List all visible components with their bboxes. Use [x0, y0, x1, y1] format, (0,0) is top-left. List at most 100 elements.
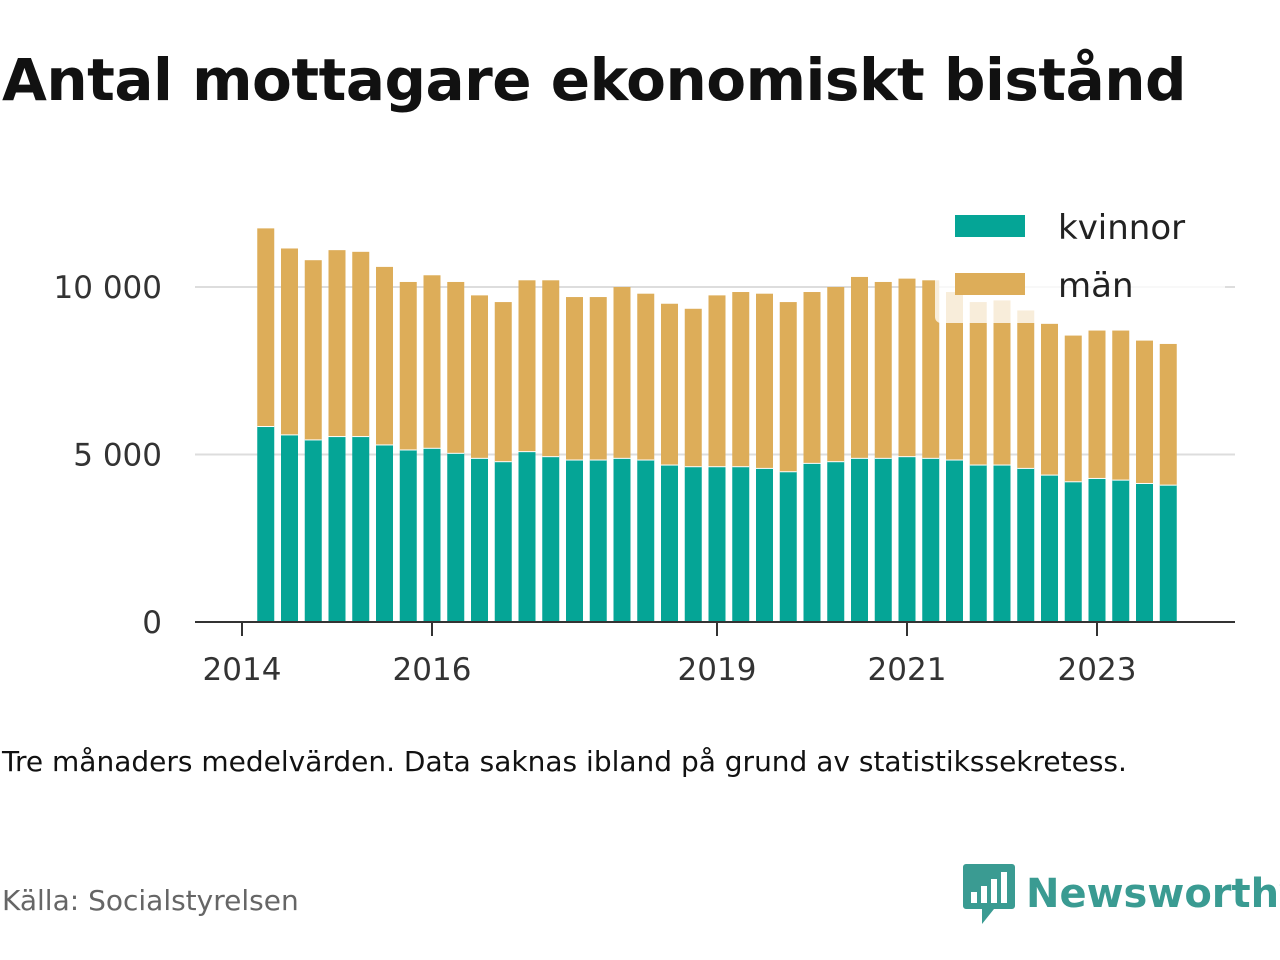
bar-kvinnor [328, 436, 346, 622]
bar-män [589, 297, 607, 460]
bar-män [352, 251, 370, 437]
bar-män [732, 292, 750, 467]
bars [257, 228, 1177, 622]
legend-label-kvinnor: kvinnor [1058, 208, 1185, 248]
bar-kvinnor [352, 436, 370, 622]
bar-kvinnor [827, 461, 845, 622]
bar-män [922, 280, 940, 458]
bar-män [328, 250, 346, 437]
bar-män [376, 266, 393, 445]
bar-kvinnor [423, 447, 441, 622]
bar-män [1017, 310, 1035, 468]
bar-kvinnor [566, 459, 583, 622]
bar-män [1064, 335, 1082, 482]
bar-män [257, 228, 275, 427]
x-tick-label: 2019 [678, 652, 757, 688]
bar-kvinnor [874, 457, 892, 622]
bar-män [756, 293, 773, 468]
bar-män [518, 280, 536, 452]
bar-män [542, 280, 560, 457]
bar-män [304, 260, 322, 440]
bar-män [851, 276, 868, 458]
bar-män [613, 287, 631, 458]
bar-män [874, 281, 892, 458]
bar-kvinnor [1088, 477, 1106, 622]
bar-kvinnor [589, 459, 607, 622]
x-tick-label: 2014 [203, 652, 282, 688]
bar-kvinnor [661, 464, 678, 622]
bar-män [423, 275, 441, 448]
y-tick-label: 0 [142, 605, 162, 641]
bar-kvinnor [447, 452, 465, 622]
bar-kvinnor [851, 457, 868, 622]
bar-män [661, 303, 678, 465]
legend-swatch-män [955, 273, 1025, 295]
bar-kvinnor [969, 464, 987, 622]
bar-kvinnor [1041, 474, 1058, 622]
bar-män [969, 302, 987, 465]
bar-kvinnor [304, 439, 322, 622]
bar-separator [732, 465, 750, 468]
bar-kvinnor [637, 459, 655, 622]
bar-män [637, 293, 655, 460]
bar-kvinnor [518, 451, 536, 622]
bar-kvinnor [946, 459, 963, 622]
bar-kvinnor [708, 466, 726, 622]
legend-label-män: män [1058, 266, 1134, 306]
bar-kvinnor [376, 444, 393, 622]
bar-kvinnor [898, 456, 916, 622]
bar-män [447, 281, 465, 453]
bar-män [399, 281, 417, 450]
bar-separator [1088, 476, 1106, 479]
bar-män [1041, 323, 1058, 475]
bar-kvinnor [732, 466, 750, 622]
bar-män [827, 287, 845, 462]
bar-separator [922, 456, 940, 459]
legend-swatch-kvinnor [955, 215, 1025, 237]
bar-kvinnor [803, 462, 821, 622]
x-tick-label: 2016 [393, 652, 472, 688]
bar-kvinnor [1112, 479, 1130, 622]
bar-män [779, 302, 797, 472]
bar-kvinnor [471, 457, 488, 622]
bar-män [471, 295, 488, 458]
legend: kvinnor män [935, 205, 1225, 323]
bar-män [708, 295, 726, 467]
stacked-bar-chart: 0 5 000 10 000 2014 2016 2019 2021 2023 kvinnor… [53, 205, 1235, 688]
bar-män [1159, 343, 1177, 485]
bar-kvinnor [756, 467, 773, 622]
bar-män [1088, 330, 1106, 478]
x-tick-label: 2021 [868, 652, 947, 688]
bar-kvinnor [613, 457, 631, 622]
y-tick-label: 5 000 [73, 438, 162, 474]
bar-män [946, 292, 963, 460]
y-tick-label: 10 000 [54, 270, 162, 306]
newsworthy-bar-chart-speech-bubble-icon [963, 864, 1015, 924]
bar-män [494, 302, 512, 462]
bar-män [803, 292, 821, 463]
brand-logo: Newsworthy [962, 862, 1280, 926]
bar-kvinnor [542, 456, 560, 622]
source-label: Källa: Socialstyrelsen [2, 884, 299, 917]
bar-kvinnor [1017, 467, 1035, 622]
bar-kvinnor [1159, 484, 1177, 622]
bar-kvinnor [1064, 481, 1082, 622]
bar-kvinnor [684, 466, 702, 622]
x-tick-label: 2023 [1058, 652, 1137, 688]
bar-män [566, 297, 583, 460]
bar-män [898, 278, 916, 457]
bar-kvinnor [922, 457, 940, 622]
bar-kvinnor [1136, 482, 1153, 622]
bar-kvinnor [779, 471, 797, 622]
chart-note: Tre månaders medelvärden. Data saknas ib… [2, 745, 1127, 778]
bar-män [684, 308, 702, 467]
bar-män [281, 248, 298, 435]
brand-name: Newsworthy [1026, 871, 1280, 917]
bar-kvinnor [494, 461, 512, 622]
bar-separator [684, 465, 702, 468]
bar-kvinnor [399, 449, 417, 622]
bar-män [993, 300, 1011, 465]
bar-kvinnor [281, 434, 298, 622]
bar-kvinnor [993, 464, 1011, 622]
bar-män [1112, 330, 1130, 480]
